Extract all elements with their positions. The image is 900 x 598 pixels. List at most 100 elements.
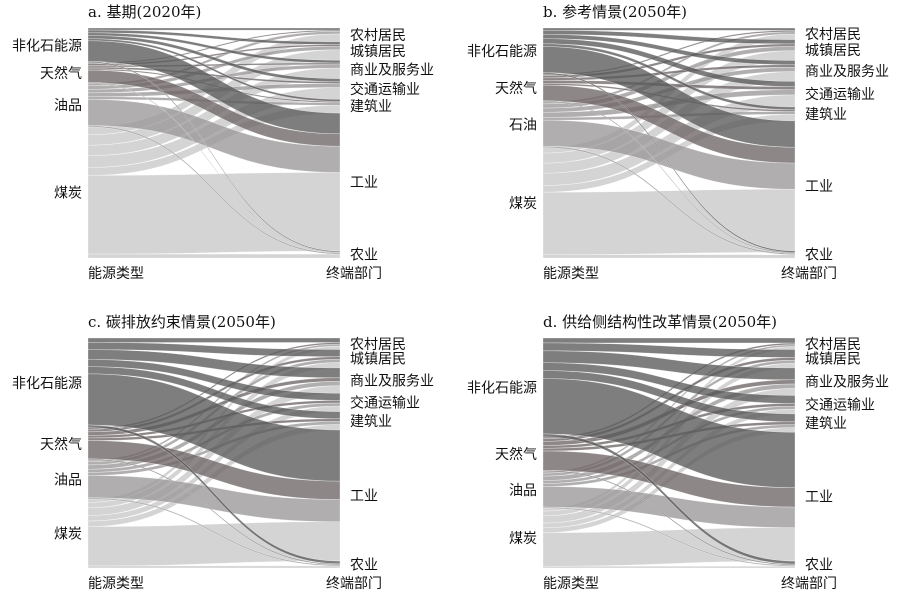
target-label: 交通运输业 xyxy=(350,81,420,98)
sankey-flow xyxy=(542,470,796,566)
right-axis-label: 终端部门 xyxy=(326,266,382,282)
target-label: 工业 xyxy=(805,179,833,195)
sankey-flow xyxy=(87,27,341,31)
sankey-flow xyxy=(87,359,341,401)
sankey-flow xyxy=(87,349,341,378)
target-label: 农业 xyxy=(350,558,378,574)
sankey-flow xyxy=(542,27,796,31)
sankey-flow xyxy=(87,458,341,565)
right-axis-label: 终端部门 xyxy=(781,576,837,592)
source-label: 油品 xyxy=(54,472,82,488)
sankey-flow xyxy=(542,46,796,148)
source-label: 天然气 xyxy=(495,80,537,97)
target-label: 农业 xyxy=(805,248,833,264)
source-label: 非化石能源 xyxy=(12,376,82,392)
target-label: 城镇居民 xyxy=(350,44,406,60)
target-label: 交通运输业 xyxy=(805,86,875,103)
target-label: 城镇居民 xyxy=(805,43,861,59)
sankey-flow xyxy=(542,84,796,164)
target-label: 交通运输业 xyxy=(805,397,875,414)
sankey-flow xyxy=(542,566,796,569)
source-label: 油品 xyxy=(509,483,537,499)
sankey-flow xyxy=(542,527,796,567)
target-label: 交通运输业 xyxy=(350,394,420,411)
sankey-flow xyxy=(542,350,796,380)
sankey-flow xyxy=(87,342,341,357)
sankey-flow xyxy=(542,34,796,65)
target-label: 商业及服务业 xyxy=(350,62,434,78)
sankey-flow xyxy=(87,32,341,64)
sankey-flow xyxy=(87,69,341,147)
sankey-flow xyxy=(542,450,796,508)
source-label: 非化石能源 xyxy=(467,380,537,396)
source-label: 天然气 xyxy=(40,436,82,453)
sankey-flow xyxy=(87,475,341,522)
target-label: 建筑业 xyxy=(805,107,847,123)
sankey-flow xyxy=(542,30,796,45)
target-label: 农村居民 xyxy=(350,337,406,353)
sankey-flow xyxy=(542,342,796,358)
sankey-flow xyxy=(87,337,341,343)
sankey-flow xyxy=(87,125,341,255)
sankey-flow xyxy=(542,38,796,87)
sankey-flow xyxy=(87,38,341,102)
right-axis-label: 终端部门 xyxy=(781,266,837,282)
sankey-flow xyxy=(87,521,341,567)
sankey-flow xyxy=(542,146,796,255)
source-label: 天然气 xyxy=(40,65,82,82)
source-label: 煤炭 xyxy=(54,527,82,543)
sankey-flow xyxy=(87,61,341,253)
target-label: 农业 xyxy=(350,248,378,264)
source-label: 煤炭 xyxy=(509,196,537,212)
sankey-flow xyxy=(542,378,796,488)
left-axis-label: 能源类型 xyxy=(543,266,599,282)
sankey-flow xyxy=(542,100,796,254)
sankey-flow xyxy=(542,506,796,567)
target-label: 商业及服务业 xyxy=(805,64,889,80)
sankey-flow xyxy=(87,82,341,253)
sankey-flow xyxy=(542,254,796,259)
target-label: 商业及服务业 xyxy=(805,375,889,391)
sankey-flow xyxy=(542,370,796,423)
panel-title: d. 供给侧结构性改革情景(2050年) xyxy=(543,313,777,331)
sankey-flow xyxy=(87,366,341,419)
sankey-flow xyxy=(87,373,341,482)
source-label: 石油 xyxy=(509,118,537,134)
sankey-flow xyxy=(87,424,341,564)
target-label: 工业 xyxy=(350,489,378,505)
sankey-flow xyxy=(542,433,796,565)
sankey-flow xyxy=(87,172,341,255)
left-axis-label: 能源类型 xyxy=(543,576,599,592)
sankey-flow xyxy=(87,40,341,135)
sankey-flow xyxy=(542,486,796,528)
target-label: 商业及服务业 xyxy=(350,374,434,390)
sankey-flow xyxy=(87,497,341,567)
target-label: 农村居民 xyxy=(350,28,406,44)
source-label: 非化石能源 xyxy=(467,44,537,60)
target-label: 城镇居民 xyxy=(805,352,861,368)
target-label: 农业 xyxy=(805,558,833,574)
target-label: 农村居民 xyxy=(805,337,861,353)
panel-title: b. 参考情景(2050年) xyxy=(543,3,687,21)
left-axis-label: 能源类型 xyxy=(88,576,144,592)
sankey-flow xyxy=(87,35,341,82)
target-label: 农村居民 xyxy=(805,27,861,43)
source-label: 天然气 xyxy=(495,446,537,463)
sankey-flow xyxy=(87,565,341,569)
target-label: 建筑业 xyxy=(350,99,392,115)
target-label: 工业 xyxy=(805,490,833,506)
source-label: 油品 xyxy=(54,98,82,114)
sankey-flow xyxy=(87,253,341,259)
source-label: 煤炭 xyxy=(509,531,537,547)
sankey-flow xyxy=(542,119,796,190)
sankey-flow xyxy=(542,43,796,111)
sankey-flow xyxy=(87,440,341,500)
source-label: 煤炭 xyxy=(54,185,82,201)
sankey-flow xyxy=(542,337,796,344)
right-axis-label: 终端部门 xyxy=(326,576,382,592)
